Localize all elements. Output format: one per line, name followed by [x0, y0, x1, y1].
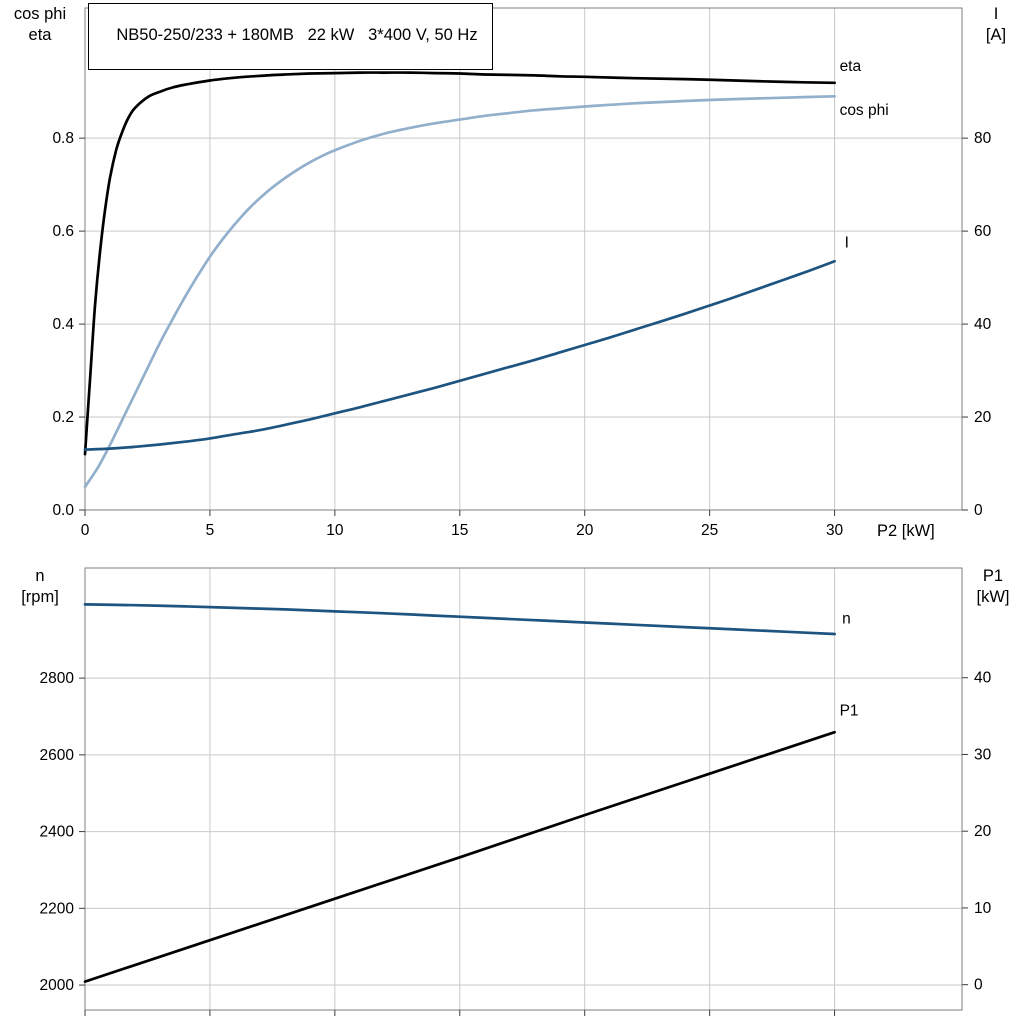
- left-tick-label: 2200: [40, 900, 75, 917]
- series-curve-cos-phi: [83, 94, 836, 489]
- left-tick-label: 2600: [40, 747, 75, 764]
- right-tick-label: 30: [974, 746, 992, 763]
- current-axis-label: I: [993, 5, 999, 23]
- right-tick-label: 20: [974, 823, 992, 840]
- eta-axis-label: eta: [28, 26, 52, 44]
- p1-axis-unit: [kW]: [976, 588, 1010, 606]
- speed-axis-unit: [rpm]: [21, 588, 59, 606]
- speed-axis-label: n: [35, 567, 45, 585]
- x-tick-label: 25: [701, 522, 718, 539]
- right-tick-label: 0: [974, 502, 983, 519]
- bottom-left-axis-label: n [rpm]: [2, 566, 78, 608]
- series-label-n: n: [842, 611, 851, 628]
- x-tick-label: 5: [206, 522, 215, 539]
- right-tick-label: 80: [974, 130, 992, 147]
- x-tick-label: 30: [826, 522, 844, 539]
- bottom-right-axis-label: P1 [kW]: [964, 566, 1022, 608]
- left-tick-label: 0.4: [52, 316, 74, 333]
- series-curve-P1: [83, 730, 836, 983]
- x-tick-label: 0: [81, 522, 90, 539]
- left-tick-label: 0.2: [52, 409, 74, 426]
- top-chart-plot-area: 0 5 10 15 20 25 30 0.0 0.2 0.4 0.6 0.8 0 20 40 60 80 eta c…: [52, 7, 992, 539]
- x-axis-label: P2 [kW]: [877, 522, 935, 540]
- plot-frame: [84, 567, 963, 1011]
- plot-frame: [84, 7, 963, 511]
- series-label-eta: eta: [840, 58, 862, 75]
- p1-axis-label: P1: [982, 567, 1004, 585]
- left-tick-label: 2800: [40, 670, 75, 687]
- right-tick-label: 0: [974, 977, 983, 994]
- left-tick-label: 0.0: [52, 502, 74, 519]
- right-tick-label: 20: [974, 409, 992, 426]
- top-left-axis-label: cos phi eta: [2, 4, 78, 46]
- series-curve-eta: [83, 71, 836, 456]
- left-tick-label: 2000: [40, 977, 75, 994]
- x-tick-label: 15: [451, 522, 468, 539]
- left-tick-label: 0.8: [52, 130, 74, 147]
- series-label-P1: P1: [840, 703, 859, 720]
- left-tick-label: 2400: [40, 824, 75, 841]
- bottom-chart-plot-area: 2000 2200 2400 2600 2800 0 10 20 30 40 n P1: [40, 567, 992, 1016]
- series-label-I: I: [845, 234, 849, 251]
- right-tick-label: 10: [974, 900, 992, 917]
- x-tick-label: 20: [576, 522, 594, 539]
- top-right-axis-label: I [A]: [970, 4, 1022, 46]
- left-tick-label: 0.6: [52, 223, 74, 240]
- series-curve-n: [83, 603, 836, 636]
- current-axis-unit: [A]: [985, 26, 1007, 44]
- x-tick-label: 10: [326, 522, 344, 539]
- cos-phi-axis-label: cos phi: [13, 5, 67, 23]
- right-tick-label: 40: [974, 670, 992, 687]
- chart-title: NB50-250/233 + 180MB 22 kW 3*400 V, 50 H…: [116, 26, 478, 44]
- right-tick-label: 60: [974, 223, 992, 240]
- series-curve-I: [83, 259, 836, 451]
- right-tick-label: 40: [974, 316, 992, 333]
- chart-title-box: NB50-250/233 + 180MB 22 kW 3*400 V, 50 H…: [88, 3, 493, 70]
- series-label-cos-phi: cos phi: [840, 102, 889, 119]
